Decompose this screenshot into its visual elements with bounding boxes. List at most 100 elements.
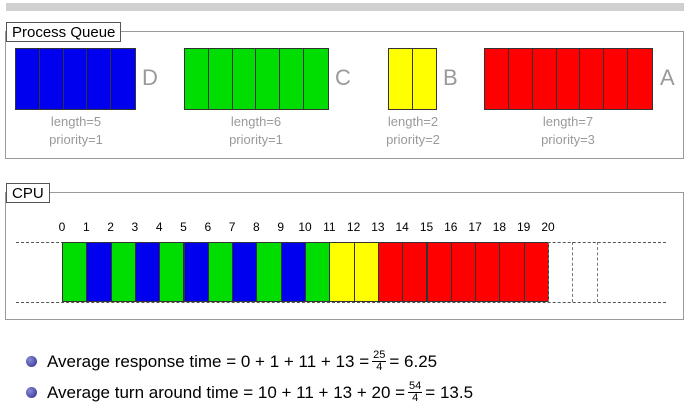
avg-turnaround-result: = 13.5 [425,382,474,402]
cpu-tick-label: 0 [58,220,66,234]
cpu-tick-label: 19 [517,220,531,234]
cpu-tick-label: 7 [228,220,236,234]
avg-response-numerator: 25 [372,349,387,362]
process-a-block [484,48,653,110]
process-a-label: A [660,65,675,90]
process-c-priority: priority=1 [229,132,283,147]
process-a-unit [580,49,605,109]
process-a-priority: priority=3 [541,132,595,147]
cpu-tick-label: 15 [419,220,434,234]
cpu-slot-a [402,242,428,302]
process-a-unit [508,49,533,109]
cpu-tick-label: 18 [492,220,507,234]
cpu-slot-c [159,242,185,302]
cpu-tick-label: 12 [346,220,361,234]
process-d-priority: priority=1 [49,132,103,147]
process-d-meta: length=5 priority=1 [16,113,136,149]
cpu-slot-empty [548,242,572,302]
process-d-unit [63,49,88,109]
cpu-tick-label: 20 [541,220,555,234]
process-d-block [15,48,136,110]
process-b-length: length=2 [387,114,439,129]
process-c-unit [256,49,281,109]
cpu-slot-d [232,242,258,302]
cpu-slot-c [256,242,282,302]
cpu-slot-b [329,242,355,302]
cpu-title: CPU [6,183,50,203]
avg-response-text: Average response time = 0 + 1 + 11 + 13 … [47,351,370,371]
process-c-label: C [335,65,351,90]
avg-turnaround-text: Average turn around time = 10 + 11 + 13 … [47,382,406,402]
cpu-slot-a [499,242,525,302]
process-c-unit [185,49,209,109]
cpu-timeline-bottom-line [16,302,666,303]
cpu-slot-c [62,242,88,302]
cpu-slot-a [523,242,549,302]
cpu-slot-c [207,242,234,302]
cpu-tick-label: 5 [180,220,187,234]
process-c-unit [208,49,233,109]
process-b-unit [389,49,413,109]
process-c-unit [232,49,257,109]
process-a-meta: length=7 priority=3 [508,113,628,149]
bullet-icon [26,387,37,398]
cpu-slot-c [305,242,331,302]
process-b-priority: priority=2 [386,132,440,147]
cpu-tick-label: 16 [444,220,458,234]
process-c-length: length=6 [230,114,282,129]
process-c-block [184,48,329,110]
cpu-tick-label: 9 [277,220,285,234]
process-a-unit [604,49,629,109]
process-queue-title: Process Queue [6,22,122,42]
process-d-unit [87,49,112,109]
cpu-slot-d [280,242,306,302]
avg-response-fraction: 25 4 [372,349,387,373]
process-c-meta: length=6 priority=1 [196,113,316,149]
cpu-slot-empty [572,242,596,302]
avg-turnaround-numerator: 54 [408,380,423,393]
process-b-label: B [443,65,458,90]
avg-turnaround-time-line: Average turn around time = 10 + 11 + 13 … [26,381,473,404]
avg-turnaround-fraction: 54 4 [408,380,423,404]
cpu-slot-a [450,242,477,302]
process-a-unit [628,49,653,109]
process-d-label: D [142,65,158,90]
process-b-unit [412,49,436,109]
top-divider-bar [6,3,684,11]
cpu-slot-b [353,242,379,302]
cpu-slot-d [134,242,161,302]
process-d-unit [111,49,135,109]
cpu-slot-a [475,242,501,302]
cpu-tick-label: 14 [395,220,409,234]
process-c-unit [304,49,328,109]
cpu-slot-a [426,242,452,302]
cpu-slot-d [86,242,112,302]
process-d-unit [39,49,64,109]
avg-response-result: = 6.25 [389,351,438,371]
cpu-slot-c [110,242,136,302]
cpu-slot-d [183,242,209,302]
process-queue-panel [5,31,684,159]
cpu-slot-a [377,242,404,302]
avg-turnaround-denominator: 4 [412,392,419,404]
process-a-unit [556,49,581,109]
cpu-tick-label: 11 [323,220,336,234]
cpu-tick-label: 6 [204,220,212,234]
process-a-length: length=7 [542,114,594,129]
cpu-tick-label: 13 [371,220,385,234]
cpu-tick-label: 10 [298,220,312,234]
process-a-unit [532,49,557,109]
cpu-tick-label: 4 [155,220,163,234]
cpu-tick-label: 17 [468,220,482,234]
process-d-unit [16,49,40,109]
cpu-panel [5,192,684,320]
process-a-unit [485,49,509,109]
cpu-tick-label: 1 [82,220,90,234]
cpu-tick-label: 3 [131,220,139,234]
avg-response-time-line: Average response time = 0 + 1 + 11 + 13 … [26,350,437,373]
bullet-icon [26,356,37,367]
process-c-unit [280,49,305,109]
cpu-tick-label: 2 [107,220,114,234]
process-b-meta: length=2 priority=2 [353,113,473,149]
process-b-block [388,48,437,110]
